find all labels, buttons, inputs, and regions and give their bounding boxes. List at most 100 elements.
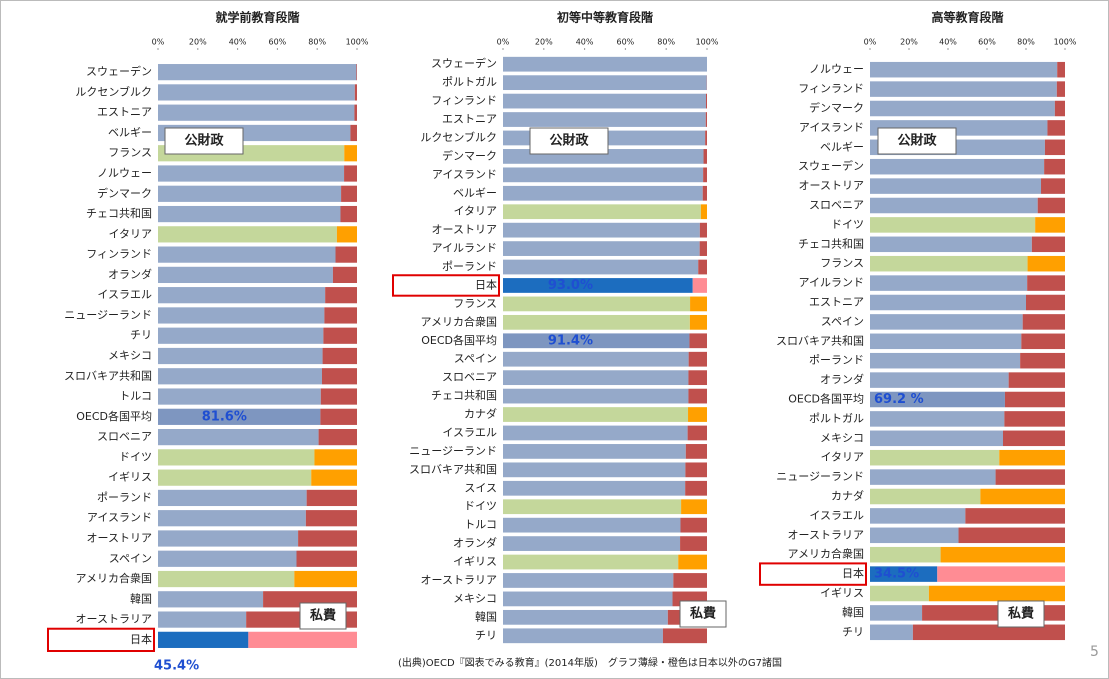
legend-label: 私費 xyxy=(1008,606,1034,622)
category-label: ルクセンブルク xyxy=(420,130,497,144)
bar-segment xyxy=(680,517,707,533)
x-tick-label: 0% xyxy=(497,38,510,47)
category-label: ドイツ xyxy=(831,218,864,231)
category-label: ポルトガル xyxy=(809,412,864,425)
bar-segment xyxy=(870,236,1032,253)
category-label: チリ xyxy=(130,329,152,342)
bar-segment xyxy=(699,222,707,238)
bar-segment xyxy=(503,204,701,220)
bar-segment xyxy=(350,124,357,142)
bar-segment xyxy=(158,388,321,405)
bar-segment xyxy=(158,489,307,507)
category-label: オーストラリア xyxy=(76,613,152,626)
bar-segment xyxy=(870,217,1036,233)
category-label: ノルウェー xyxy=(97,167,152,180)
category-label: スロバキア共和国 xyxy=(409,463,497,476)
bar-segment xyxy=(687,425,707,441)
category-label: 日本 xyxy=(130,632,152,646)
bar-segment xyxy=(503,370,689,386)
category-label: オランダ xyxy=(453,536,497,550)
bar-segment xyxy=(870,469,996,485)
category-label: エストニア xyxy=(442,113,497,126)
bar-segment xyxy=(698,259,707,275)
bar-segment xyxy=(870,372,1009,388)
bar-segment xyxy=(503,517,681,533)
category-label: フランス xyxy=(108,146,152,159)
x-tick-label: 60% xyxy=(617,38,635,47)
category-label: イスラエル xyxy=(97,288,152,301)
category-label: イタリア xyxy=(108,227,152,240)
bar-segment xyxy=(158,631,249,648)
category-label: OECD各国平均 xyxy=(421,333,497,347)
bar-segment xyxy=(503,185,703,201)
category-label: イタリア xyxy=(453,205,497,218)
bar-segment xyxy=(870,566,938,582)
bar-segment xyxy=(673,573,707,588)
bar-segment xyxy=(503,628,663,644)
bar-segment xyxy=(294,570,357,588)
category-label: ポーランド xyxy=(442,260,497,273)
bar-segment xyxy=(870,527,959,544)
bar-segment xyxy=(870,508,966,524)
bar-segment xyxy=(503,241,700,256)
bar-segment xyxy=(158,510,306,527)
bar-segment xyxy=(680,536,707,551)
bar-segment xyxy=(158,246,336,263)
bar-segment xyxy=(503,554,679,570)
bar-segment xyxy=(158,449,315,466)
x-tick-label: 20% xyxy=(189,38,207,47)
bar-segment xyxy=(1054,100,1065,117)
bar-segment xyxy=(503,314,690,330)
bar-segment xyxy=(870,624,913,641)
data-label: 93.0% xyxy=(548,278,593,293)
bar-segment xyxy=(298,530,357,547)
bar-segment xyxy=(1044,158,1065,175)
legend-box xyxy=(164,127,244,155)
bar-segment xyxy=(1047,120,1065,136)
category-label: ポルトガル xyxy=(442,76,497,89)
bar-segment xyxy=(503,259,699,275)
category-label: OECD各国平均 xyxy=(76,409,152,423)
bar-segment xyxy=(870,546,941,563)
category-label: フィンランド xyxy=(798,82,864,95)
bar-segment xyxy=(503,56,707,72)
category-label: スウェーデン xyxy=(431,56,497,70)
bar-segment xyxy=(306,489,357,507)
bar-segment xyxy=(870,197,1038,214)
x-tick-label: 100% xyxy=(1054,38,1077,47)
legend-label: 公財政 xyxy=(184,133,224,149)
category-label: トルコ xyxy=(119,390,152,403)
x-tick-label: 80% xyxy=(1017,38,1035,47)
category-label: イギリス xyxy=(108,471,152,484)
bar-segment xyxy=(344,165,357,182)
bar-segment xyxy=(158,307,325,324)
category-label: フィンランド xyxy=(86,248,152,261)
bar-segment xyxy=(705,112,707,127)
data-label: 45.4% xyxy=(154,659,199,674)
bar-segment xyxy=(870,61,1058,78)
category-label: ルクセンブルク xyxy=(75,84,152,98)
category-label: エストニア xyxy=(97,106,152,119)
bar-segment xyxy=(503,296,691,312)
category-label: オーストリア xyxy=(432,223,497,236)
x-tick-label: 0% xyxy=(864,38,877,47)
bar-segment xyxy=(158,104,355,121)
x-tick-label: 60% xyxy=(978,38,996,47)
bar-segment xyxy=(336,226,357,243)
bar-segment xyxy=(870,430,1003,447)
category-label: アイスランド xyxy=(432,168,497,181)
x-tick-label: 20% xyxy=(900,38,918,47)
bar-segment xyxy=(158,347,323,365)
category-label: アイスランド xyxy=(87,511,152,524)
category-label: オーストリア xyxy=(799,179,864,192)
bar-segment xyxy=(503,536,681,551)
bar-segment xyxy=(158,368,322,385)
bar-segment xyxy=(912,624,1065,641)
category-label: ベルギー xyxy=(820,140,864,153)
bar-segment xyxy=(503,462,686,478)
category-label: カナダ xyxy=(464,407,497,421)
bar-segment xyxy=(689,333,707,349)
legend-box xyxy=(679,600,727,628)
bar-segment xyxy=(870,158,1045,175)
